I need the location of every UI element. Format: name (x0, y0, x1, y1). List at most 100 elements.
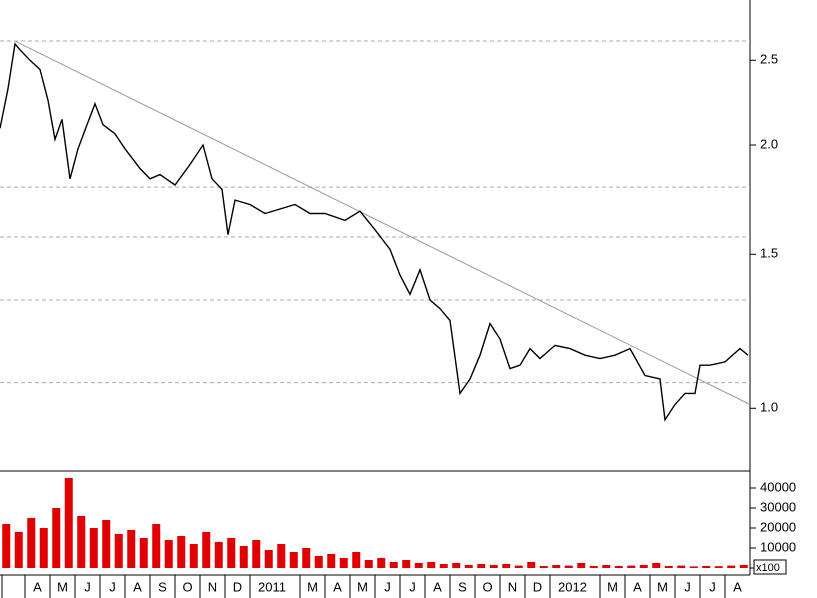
volume-bar (289, 552, 298, 568)
x-tick-label: M (357, 579, 368, 594)
volume-bar (552, 565, 561, 568)
x-tick-label: N (208, 579, 217, 594)
volume-bar (589, 566, 598, 568)
volume-bar (464, 565, 473, 568)
x-tick-label: A (33, 579, 42, 594)
volume-bar (277, 544, 286, 568)
volume-bar (402, 560, 411, 568)
y-tick-label: 2.5 (760, 52, 778, 67)
volume-bar (427, 562, 436, 568)
unit-box (753, 559, 787, 575)
x-tick-label: 2012 (558, 579, 587, 594)
x-tick-label: A (733, 579, 742, 594)
price-line (0, 42, 749, 422)
x-tick-label: O (182, 579, 192, 594)
volume-bar (2, 524, 11, 568)
volume-bar (602, 565, 611, 568)
x-tick-label: M (657, 579, 668, 594)
y-tick-label: 20000 (760, 519, 796, 534)
x-tick-label: D (533, 579, 542, 594)
volume-bar (152, 524, 161, 568)
volume-bar (227, 538, 236, 568)
x-tick-label: A (433, 579, 442, 594)
volume-bar (14, 532, 23, 568)
x-tick-label: S (458, 579, 467, 594)
volume-bar (477, 564, 486, 568)
volume-bar (664, 566, 673, 568)
x-tick-label: M (307, 579, 318, 594)
x-tick-label: D (233, 579, 242, 594)
volume-bar (452, 563, 461, 568)
y-tick-label: 30000 (760, 499, 796, 514)
volume-bar (739, 565, 748, 568)
x-tick-label: S (158, 579, 167, 594)
volume-bar (527, 562, 536, 568)
volume-bar (102, 520, 111, 568)
volume-bar (214, 542, 223, 568)
volume-bar (414, 563, 423, 568)
volume-bar (39, 528, 48, 568)
volume-bar (114, 534, 123, 568)
volume-bar (64, 478, 73, 568)
volume-bar (302, 548, 311, 568)
x-tick-label: J (84, 579, 91, 594)
x-tick-label: O (482, 579, 492, 594)
volume-bar (339, 558, 348, 568)
y-tick-label: 1.0 (760, 400, 778, 415)
volume-bar (727, 565, 736, 568)
x-tick-label: J (684, 579, 691, 594)
volume-bar (614, 566, 623, 568)
volume-bar (564, 565, 573, 568)
volume-bar (189, 544, 198, 568)
volume-bar (502, 564, 511, 568)
x-tick-label: J (409, 579, 416, 594)
x-tick-label: N (508, 579, 517, 594)
volume-bar (139, 538, 148, 568)
volume-bar (252, 540, 261, 568)
y-tick-label: 2.0 (760, 136, 778, 151)
volume-bar (439, 564, 448, 568)
trend-line (14, 40, 751, 405)
volume-bar (89, 528, 98, 568)
volume-bar (702, 566, 711, 568)
y-tick-label: 10000 (760, 539, 796, 554)
x-tick-label: M (607, 579, 618, 594)
x-tick-label: J (109, 579, 116, 594)
volume-bar (489, 565, 498, 568)
unit-label: x100 (756, 562, 780, 574)
volume-bar (389, 562, 398, 568)
volume-bar (202, 532, 211, 568)
x-tick-label: M (57, 579, 68, 594)
volume-bar (627, 565, 636, 568)
x-tick-label: A (333, 579, 342, 594)
x-tick-label: A (133, 579, 142, 594)
volume-bar (52, 508, 61, 568)
x-tick-label: A (633, 579, 642, 594)
volume-bar (239, 546, 248, 568)
volume-bar (539, 566, 548, 568)
x-tick-label: J (709, 579, 716, 594)
volume-bar (689, 566, 698, 568)
x-tick-label: 2011 (258, 579, 286, 594)
volume-bar (364, 560, 373, 568)
volume-bar (577, 563, 586, 568)
volume-bar (639, 565, 648, 568)
y-tick-label: 40000 (760, 479, 796, 494)
volume-bar (652, 563, 661, 568)
volume-bar (327, 554, 336, 568)
volume-bar (77, 516, 86, 568)
volume-bar (127, 530, 136, 568)
volume-bar (164, 540, 173, 568)
volume-bar (264, 550, 273, 568)
volume-bar (27, 518, 36, 568)
volume-bar (377, 558, 386, 568)
y-tick-label: 1.5 (760, 246, 778, 261)
volume-bar (314, 556, 323, 568)
volume-bar (352, 552, 361, 568)
volume-bar (514, 565, 523, 568)
volume-bar (714, 566, 723, 568)
x-tick-label: J (384, 579, 391, 594)
volume-bar (677, 565, 686, 568)
